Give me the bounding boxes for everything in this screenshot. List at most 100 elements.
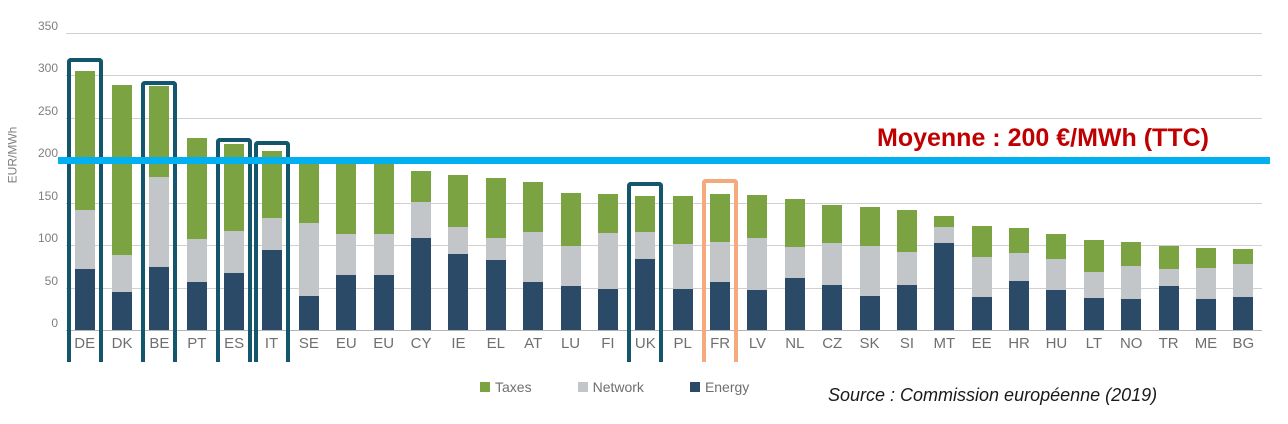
bar-column[interactable] [672, 195, 693, 330]
bar-segment-taxes [336, 162, 357, 235]
bar-column[interactable] [1046, 234, 1067, 330]
legend-item-taxes[interactable]: Taxes [480, 379, 532, 395]
bar-segment-energy [298, 296, 319, 330]
x-axis-tick-label: ES [224, 335, 245, 352]
bar-segment-taxes [485, 178, 506, 238]
legend-item-energy[interactable]: Energy [689, 379, 749, 395]
bar-segment-taxes [971, 226, 992, 258]
bar-column[interactable] [971, 226, 992, 330]
bar-segment-energy [224, 273, 245, 330]
bar-segment-taxes [1083, 240, 1104, 273]
bar-segment-network [298, 223, 319, 297]
bar-segment-taxes [1046, 234, 1067, 259]
bar-column[interactable] [224, 144, 245, 330]
bar-column[interactable] [635, 195, 656, 330]
bar-column[interactable] [1009, 228, 1030, 330]
y-axis-labels: 350 300 250 200 150 100 50 0 [0, 19, 66, 330]
bar-segment-network [747, 238, 768, 291]
x-axis-tick-label: BE [149, 335, 170, 352]
bar-column[interactable] [1121, 241, 1142, 330]
bar-segment-energy [784, 278, 805, 330]
bar-segment-taxes [934, 216, 955, 227]
x-axis-tick-label: UK [634, 335, 656, 352]
bar-segment-network [448, 227, 469, 254]
bar-column[interactable] [448, 174, 469, 330]
bar-column[interactable] [112, 84, 133, 330]
legend-item-network[interactable]: Network [577, 379, 644, 395]
bar-column[interactable] [710, 194, 731, 330]
x-axis-labels: DE DK BE PT ES IT SE EU EU CY IE EL AT LU FI UK PL FR LV NL… [66, 332, 1262, 362]
x-axis-tick-label: FR [710, 335, 731, 352]
bar-segment-energy [934, 242, 955, 330]
chart-legend: Taxes Network Energy [480, 379, 749, 395]
x-axis-tick-label: CZ [822, 335, 843, 352]
x-axis-tick-label: PT [187, 335, 207, 352]
bar-segment-energy [1121, 299, 1142, 330]
bar-segment-network [597, 233, 618, 290]
bar-segment-energy [1046, 290, 1067, 330]
x-axis-tick-label: AT [524, 335, 543, 352]
bar-column[interactable] [485, 178, 506, 330]
bar-column[interactable] [1233, 248, 1254, 330]
bar-column[interactable] [411, 171, 432, 330]
gridline [66, 287, 1262, 289]
bar-column[interactable] [859, 206, 880, 330]
x-axis-tick-label: SI [899, 335, 915, 352]
bar-column[interactable] [261, 150, 282, 330]
bar-segment-network [1121, 265, 1142, 300]
legend-label-taxes: Taxes [495, 379, 532, 395]
bar-segment-energy [1195, 298, 1216, 330]
bar-column[interactable] [784, 198, 805, 330]
bar-column[interactable] [74, 71, 95, 330]
bar-column[interactable] [934, 216, 955, 330]
x-axis-tick-label: IT [264, 335, 279, 352]
x-axis-tick-label: NO [1119, 335, 1143, 352]
bar-segment-network [635, 231, 656, 259]
bar-column[interactable] [1195, 247, 1216, 330]
bar-segment-taxes [710, 194, 731, 242]
bar-segment-network [261, 218, 282, 251]
bar-segment-taxes [597, 194, 618, 234]
x-axis-tick-label: HR [1008, 335, 1030, 352]
bar-column[interactable] [336, 162, 357, 330]
legend-label-network: Network [592, 379, 644, 395]
y-axis-tick: 50 [44, 273, 58, 288]
bar-segment-network [186, 239, 207, 282]
bar-segment-network [1083, 272, 1104, 298]
bar-column[interactable] [597, 194, 618, 330]
bar-column[interactable] [560, 192, 581, 330]
bar-column[interactable] [747, 195, 768, 330]
bar-segment-network [224, 230, 245, 274]
bar-segment-energy [896, 285, 917, 330]
bar-column[interactable] [822, 205, 843, 330]
bar-segment-energy [1158, 285, 1179, 330]
x-axis-tick-label: PL [673, 335, 692, 352]
bar-column[interactable] [149, 85, 170, 330]
bar-segment-energy [1233, 296, 1254, 330]
bar-segment-taxes [822, 205, 843, 243]
bar-column[interactable] [298, 162, 319, 330]
bar-column[interactable] [186, 138, 207, 330]
bar-column[interactable] [373, 162, 394, 330]
bar-segment-taxes [74, 71, 95, 210]
bar-segment-energy [261, 250, 282, 330]
bar-segment-network [336, 234, 357, 275]
bar-segment-network [411, 201, 432, 238]
bar-column[interactable] [1158, 246, 1179, 330]
bar-column[interactable] [523, 181, 544, 330]
x-axis-tick-label: SK [859, 335, 880, 352]
bar-series [66, 33, 1262, 330]
bar-segment-network [74, 209, 95, 269]
source-note: Source : Commission européenne (2019) [828, 385, 1158, 405]
bar-segment-network [822, 242, 843, 286]
bar-column[interactable] [896, 210, 917, 330]
x-axis-tick-label: HU [1045, 335, 1068, 352]
bar-column[interactable] [1083, 240, 1104, 330]
x-axis-tick-label: LT [1085, 335, 1103, 352]
gridline [66, 117, 1262, 119]
bar-segment-energy [1009, 280, 1030, 330]
bar-segment-network [859, 246, 880, 297]
bar-segment-network [784, 246, 805, 279]
x-axis-tick-label: EL [486, 335, 505, 352]
bar-segment-taxes [298, 162, 319, 224]
